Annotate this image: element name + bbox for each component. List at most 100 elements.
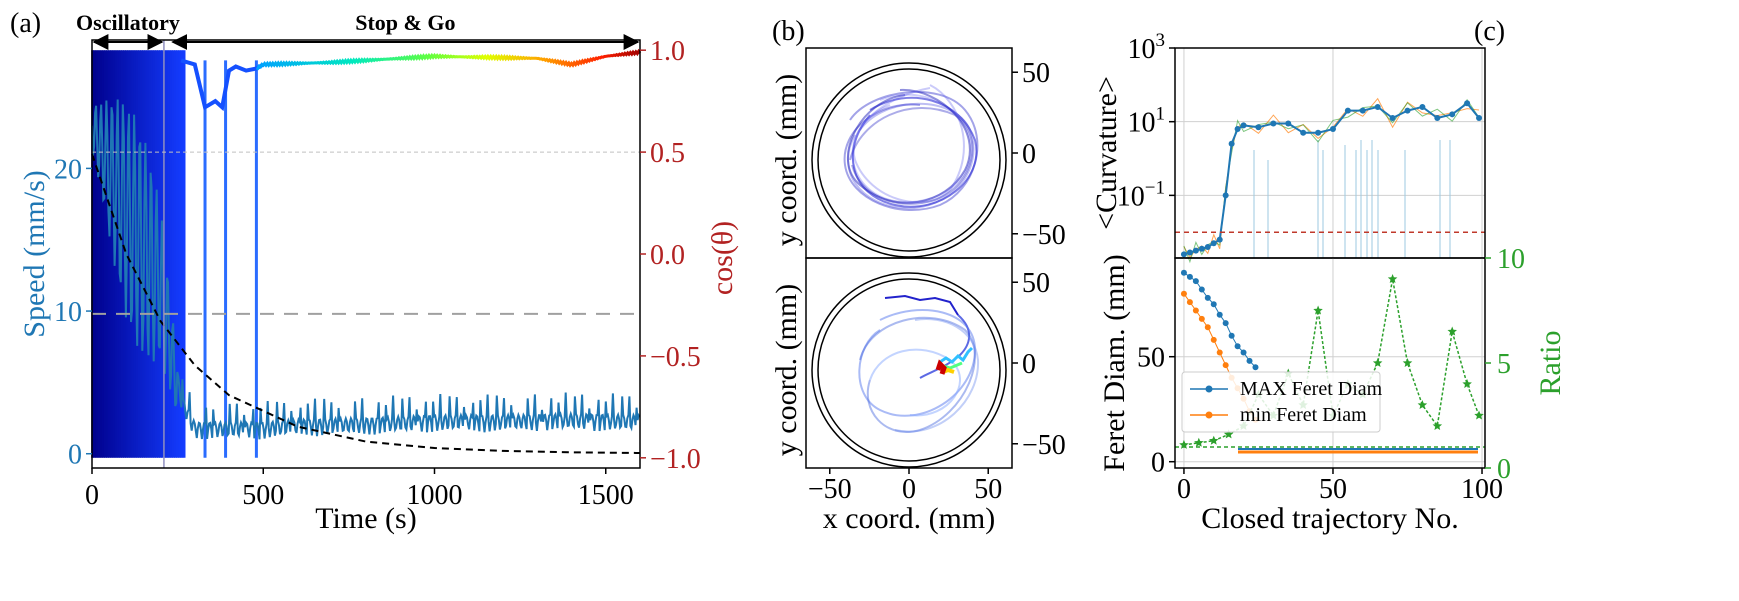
x-tick-label-a: 0 [85,480,99,511]
feret-max-point [1252,364,1259,371]
x-tick-label-b: 50 [974,474,1002,505]
feret-max-point [1240,349,1247,356]
feret-max-point [1222,320,1229,327]
feret-min-point [1180,290,1187,297]
curvature-markers [1180,100,1483,258]
plot-frame-b-top [805,47,1013,259]
curvature-spikes [1253,140,1451,258]
x-tick-label-b: −50 [808,474,852,505]
ratio-point [1402,358,1413,367]
curvature-point [1204,243,1211,250]
x-axis-label-b: x coord. (mm) [823,502,995,535]
y-tick-label-b: 0 [1022,139,1036,170]
y-axis-label-c-bottom: Feret Diam. (mm) [1098,254,1131,471]
curvature-point [1234,126,1241,133]
ratio-point [1313,305,1323,315]
curvature-point [1359,107,1366,114]
legend-box [1181,371,1381,433]
curvature-point [1270,120,1277,127]
ratio-point [1194,437,1204,447]
feret-max-point [1216,311,1223,318]
x-tick-label-a: 500 [242,480,284,511]
feret-max-point [1210,301,1217,308]
y-tick-label-b: 50 [1022,58,1050,89]
y-tick-label-c-top: 10−1 [1117,177,1165,212]
y2-tick-label-a: 0.5 [650,138,685,169]
arena-inner-top [817,68,1001,252]
feret-max-point [1192,278,1199,285]
ratio-point [1179,439,1189,449]
ratio-point [1462,379,1472,388]
curvature-point [1464,100,1471,107]
stop-go-label: Stop & Go [355,10,455,35]
ratio-point [1387,274,1398,283]
feret-max-point [1228,332,1235,339]
feret-max-point [1180,269,1187,276]
y-tick-label-c-top: 101 [1128,104,1166,139]
panel-a: (a) Oscillatory Stop & Go 0 500 1000 1500 0… [10,8,739,535]
panel-label-c: (c) [1474,16,1505,47]
panel-c: (c) [1090,16,1567,535]
cos-series [255,48,642,71]
curvature-point [1344,107,1351,114]
ratio-point [1372,358,1383,367]
curvature-point [1240,122,1247,129]
y2-tick-label-c: 10 [1497,244,1525,275]
curvature-point [1255,124,1262,131]
trajectory-bottom [858,294,980,433]
feret-min-point [1204,324,1211,331]
plot-frame-b-bottom [805,257,1013,469]
x-tick-label-a: 1000 [407,480,463,511]
curvature-point [1300,129,1307,136]
y-tick-label-b: 50 [1022,268,1050,299]
curvature-point [1222,192,1229,199]
panel-label-b: (b) [772,16,805,47]
curvature-point [1449,111,1456,118]
curvature-point [1186,249,1193,256]
speed-series [91,99,641,440]
y-tick-label-c-bottom: 50 [1137,343,1165,374]
legend-label-min: min Feret Diam [1240,404,1367,426]
y2-ticks-a: 1.0 0.5 0.0 −0.5 −1.0 [640,36,701,475]
x-tick-label-b: 0 [902,474,916,505]
x-tick-label-c: 0 [1177,474,1191,505]
curvature-alt2-series [1183,98,1480,264]
curvature-point [1315,129,1322,136]
feret-min-point [1216,349,1223,356]
curvature-point [1216,236,1223,243]
x-tick-label-a: 1500 [578,480,634,511]
y2-tick-label-a: −0.5 [650,342,701,373]
ratio-point [1432,421,1443,430]
feret-min-point [1210,336,1217,343]
feret-min-point [1186,299,1193,306]
x-tick-label-c: 50 [1319,474,1347,505]
y-tick-label-b: −50 [1022,430,1066,461]
feret-min-point [1198,315,1205,322]
y-ticks-a: 0 10 20 [54,154,92,471]
curvature-point [1210,240,1217,247]
ratio-point [1223,429,1234,439]
feret-max-point [1204,294,1211,301]
y-axis-label-b-top: y coord. (mm) [770,74,803,246]
cos-transient-series [180,58,265,112]
y-tick-label-c-top: 103 [1128,30,1166,65]
y-tick-label-a: 10 [54,297,82,328]
y2-axis-label-a: cos(θ) [706,221,739,295]
trajectory-top [843,84,979,211]
arena-outer-top [811,62,1007,258]
ticks-b: 50 0 −50 50 0 −50 −50 0 50 [808,58,1066,505]
legend-dot-min [1205,411,1213,419]
curvature-point [1329,126,1336,133]
y-tick-label-c-bottom: 0 [1151,448,1165,479]
curvature-point [1228,140,1235,147]
curvature-point [1192,247,1199,254]
y2-tick-label-a: 0.0 [650,240,685,271]
x-tick-label-c: 100 [1461,474,1503,505]
y2-axis-label-c: Ratio [1534,331,1567,396]
curvature-point [1198,245,1205,252]
curvature-point [1404,107,1411,114]
x-ticks-a: 0 500 1000 1500 [85,468,634,511]
curvature-point [1285,120,1292,127]
